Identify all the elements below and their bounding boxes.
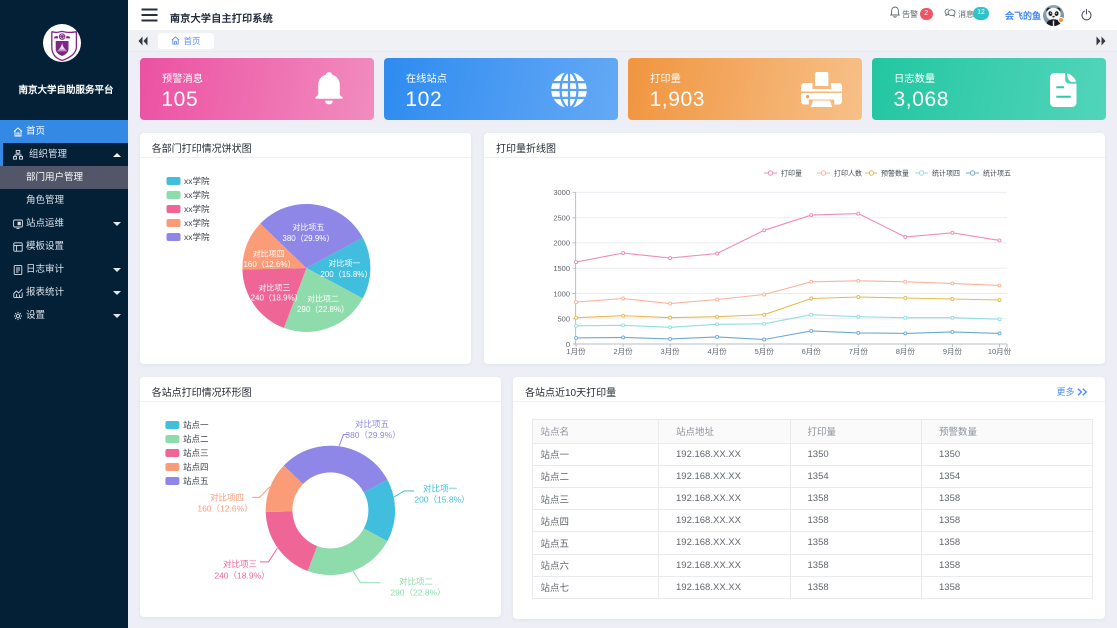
svg-text:240（18.9%）: 240（18.9%） bbox=[214, 570, 269, 580]
svg-text:9月份: 9月份 bbox=[943, 346, 963, 356]
svg-text:对比项一: 对比项一 bbox=[328, 258, 360, 268]
svg-text:站点一: 站点一 bbox=[183, 420, 209, 430]
svg-text:xx学院: xx学院 bbox=[184, 190, 210, 200]
svg-text:站点五: 站点五 bbox=[183, 476, 209, 486]
svg-text:1000: 1000 bbox=[553, 289, 570, 298]
svg-text:统计项四: 统计项四 bbox=[932, 169, 960, 178]
svg-text:3000: 3000 bbox=[553, 188, 570, 197]
svg-text:对比项五: 对比项五 bbox=[355, 419, 390, 429]
svg-text:240（18.9%）: 240（18.9%） bbox=[250, 294, 302, 303]
svg-text:对比项一: 对比项一 bbox=[423, 483, 458, 493]
svg-text:4月份: 4月份 bbox=[708, 346, 728, 356]
svg-text:xx学院: xx学院 bbox=[184, 232, 210, 242]
svg-text:6月份: 6月份 bbox=[802, 346, 822, 356]
svg-text:对比项五: 对比项五 bbox=[292, 222, 324, 232]
svg-text:380（29.9%）: 380（29.9%） bbox=[282, 234, 334, 243]
svg-text:xx学院: xx学院 bbox=[184, 218, 210, 228]
svg-text:2000: 2000 bbox=[553, 239, 570, 248]
svg-text:对比项四: 对比项四 bbox=[210, 492, 244, 502]
svg-text:0: 0 bbox=[566, 340, 570, 349]
svg-text:10月份: 10月份 bbox=[988, 346, 1012, 356]
svg-text:500: 500 bbox=[557, 315, 570, 324]
svg-text:对比项二: 对比项二 bbox=[307, 294, 339, 304]
svg-text:290（22.8%）: 290（22.8%） bbox=[297, 305, 349, 314]
svg-text:160（12.6%）: 160（12.6%） bbox=[243, 260, 295, 269]
svg-text:对比项二: 对比项二 bbox=[399, 576, 434, 586]
svg-text:对比项三: 对比项三 bbox=[223, 559, 257, 569]
svg-text:7月份: 7月份 bbox=[849, 346, 869, 356]
svg-text:xx学院: xx学院 bbox=[184, 204, 210, 214]
svg-text:380（29.9%）: 380（29.9%） bbox=[345, 430, 400, 440]
svg-text:200（15.8%）: 200（15.8%） bbox=[320, 270, 372, 279]
svg-text:预警数量: 预警数量 bbox=[881, 169, 909, 178]
svg-text:打印量: 打印量 bbox=[781, 169, 802, 178]
svg-text:2月份: 2月份 bbox=[614, 346, 634, 356]
svg-text:8月份: 8月份 bbox=[896, 346, 916, 356]
svg-text:站点三: 站点三 bbox=[183, 448, 209, 458]
svg-text:xx学院: xx学院 bbox=[184, 176, 210, 186]
svg-text:2500: 2500 bbox=[553, 214, 570, 223]
svg-text:1500: 1500 bbox=[553, 264, 570, 273]
svg-text:打印人数: 打印人数 bbox=[834, 169, 862, 178]
svg-text:统计项五: 统计项五 bbox=[983, 169, 1011, 178]
svg-text:对比项四: 对比项四 bbox=[252, 249, 284, 259]
svg-text:对比项三: 对比项三 bbox=[258, 282, 290, 292]
svg-text:站点二: 站点二 bbox=[183, 434, 209, 444]
svg-text:290（22.8%）: 290（22.8%） bbox=[390, 587, 445, 597]
svg-text:站点四: 站点四 bbox=[183, 462, 209, 472]
svg-text:200（15.8%）: 200（15.8%） bbox=[414, 494, 469, 504]
svg-text:1月份: 1月份 bbox=[566, 346, 586, 356]
svg-text:5月份: 5月份 bbox=[755, 346, 775, 356]
svg-text:3月份: 3月份 bbox=[661, 346, 681, 356]
svg-text:160（12.6%）: 160（12.6%） bbox=[197, 503, 252, 513]
